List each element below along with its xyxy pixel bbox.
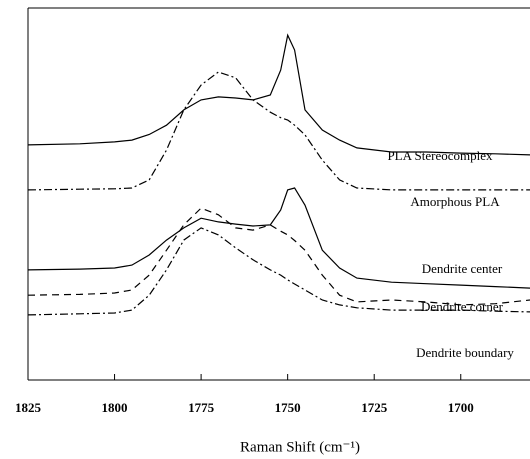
x-tick-label: 1775	[188, 400, 215, 415]
x-tick-label: 1800	[102, 400, 128, 415]
series-label: Dendrite corner	[421, 299, 504, 314]
series-label: Amorphous PLA	[410, 194, 500, 209]
spectrum-line	[27, 187, 530, 289]
x-tick-label: 1750	[275, 400, 301, 415]
spectrum-line	[27, 207, 530, 306]
series-label: Dendrite center	[422, 261, 503, 276]
series-label: PLA Stereocomplex	[387, 148, 493, 163]
x-tick-label: 1825	[15, 400, 42, 415]
x-tick-label: 1725	[361, 400, 388, 415]
spectrum-line	[27, 227, 530, 316]
series-label: Dendrite boundary	[416, 345, 514, 360]
x-axis-label: Raman Shift (cm⁻¹)	[240, 439, 360, 455]
spectrum-line	[27, 71, 530, 191]
x-tick-label: 1700	[448, 400, 474, 415]
spectrum-line	[27, 33, 530, 156]
